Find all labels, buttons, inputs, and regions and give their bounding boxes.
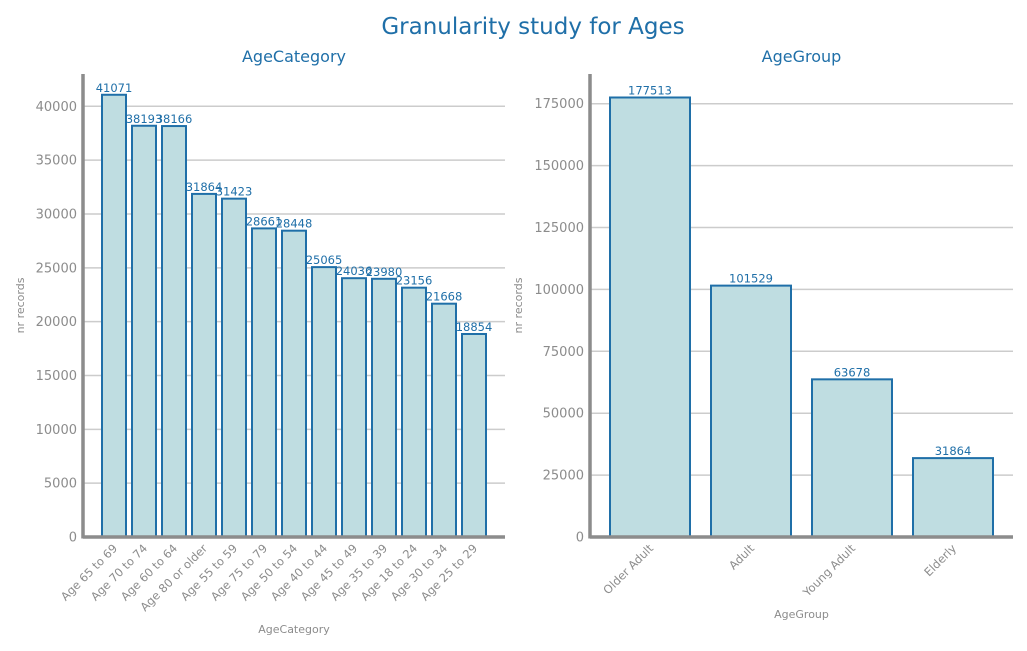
data-label: 31423: [216, 185, 253, 199]
y-tick-label: 50000: [543, 407, 584, 422]
x-tick-label: Adult: [726, 541, 757, 572]
x-axis-label: AgeGroup: [774, 608, 829, 621]
data-label: 25065: [306, 253, 343, 267]
data-label: 63678: [834, 365, 871, 379]
bar-age-18-to-24: [401, 286, 427, 539]
data-label: 177513: [628, 83, 672, 97]
y-tick-label: 150000: [534, 159, 584, 174]
bar-age-40-to-44: [311, 266, 337, 538]
subplot-title: AgeGroup: [762, 47, 842, 66]
bar-age-50-to-54: [281, 229, 307, 539]
y-tick-label: 0: [69, 531, 77, 546]
y-tick-label: 125000: [534, 221, 584, 236]
data-label: 41071: [96, 81, 133, 95]
data-label: 23980: [366, 265, 403, 279]
x-tick-label: Young Adult: [799, 541, 858, 600]
y-axis-label: nr records: [14, 277, 27, 333]
y-tick-label: 175000: [534, 97, 584, 112]
chart-agegroup: AgeGroup 0 25000 50000 75000 100000 125000 1500…: [512, 47, 1013, 621]
y-tick-label: 25000: [36, 261, 77, 276]
y-tick-label: 20000: [36, 315, 77, 330]
data-label: 38193: [126, 112, 163, 126]
y-axis-label: nr records: [512, 277, 525, 333]
bar-age-30-to-34: [431, 302, 457, 538]
y-tick-label: 10000: [36, 423, 77, 438]
data-label: 31864: [186, 180, 223, 194]
y-tick-label: 5000: [44, 477, 77, 492]
bar-age-35-to-39: [371, 277, 397, 538]
x-axis-label: AgeCategory: [258, 623, 330, 636]
subplot-title: AgeCategory: [242, 47, 346, 66]
figure-title: Granularity study for Ages: [381, 14, 684, 40]
x-tick-label: Older Adult: [600, 541, 656, 597]
y-tick-label: 100000: [534, 283, 584, 298]
data-label: 38166: [156, 112, 193, 126]
bar-elderly: [912, 457, 994, 538]
data-label: 31864: [935, 444, 972, 458]
bar-age-25-to-29: [461, 332, 487, 539]
data-label: 18854: [456, 320, 493, 334]
bar-age-55-to-59: [221, 197, 247, 539]
bar-older-adult: [609, 96, 691, 539]
data-label: 23156: [396, 274, 433, 288]
data-label: 24036: [336, 264, 373, 278]
data-label: 28448: [276, 217, 313, 231]
y-tick-label: 30000: [36, 207, 77, 222]
x-tick-label: Elderly: [921, 541, 959, 579]
y-tick-label: 40000: [36, 100, 77, 115]
data-label: 21668: [426, 290, 463, 304]
bar-age-75-to-79: [251, 227, 277, 538]
y-tick-label: 25000: [543, 469, 584, 484]
bar-age-60-to-64: [161, 125, 187, 539]
bar-young-adult: [811, 378, 893, 539]
chart-agecategory: AgeCategory 0 5000 10000 15000 20000 25000 3000…: [14, 47, 505, 636]
bar-age-80-or-older: [191, 192, 217, 539]
bar-age-65-to-69: [101, 93, 127, 539]
bar-age-45-to-49: [341, 277, 367, 538]
bar-adult: [710, 284, 792, 538]
y-tick-label: 0: [576, 531, 584, 546]
bar-age-70-to-74: [131, 124, 157, 538]
data-label: 101529: [729, 272, 773, 286]
y-tick-label: 15000: [36, 369, 77, 384]
data-label: 28661: [246, 214, 283, 228]
y-tick-label: 75000: [543, 345, 584, 360]
y-tick-label: 35000: [36, 154, 77, 169]
